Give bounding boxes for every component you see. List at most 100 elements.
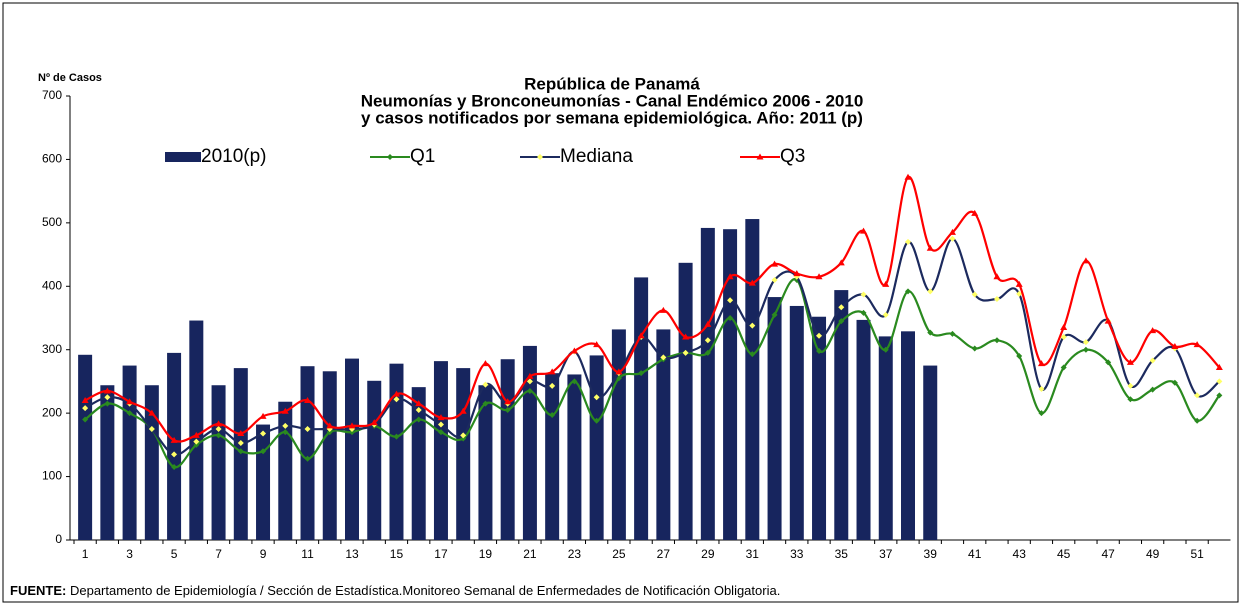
marker: [415, 416, 422, 423]
x-tick-label: 5: [171, 547, 178, 561]
marker: [927, 329, 934, 336]
marker: [193, 438, 200, 445]
bar: [656, 329, 671, 540]
x-tick-label: 19: [479, 547, 493, 561]
bar: [122, 365, 137, 540]
marker: [1149, 327, 1157, 334]
marker: [237, 429, 245, 436]
marker: [1082, 257, 1090, 264]
marker: [1194, 417, 1201, 424]
marker: [593, 417, 600, 424]
bar: [433, 361, 448, 540]
marker: [816, 332, 823, 339]
chart-title: y casos notificados por semana epidemiol…: [361, 108, 863, 127]
marker: [637, 332, 645, 339]
bar: [322, 371, 337, 540]
marker: [749, 351, 756, 358]
marker: [415, 400, 423, 407]
marker: [860, 291, 867, 298]
marker: [756, 153, 764, 160]
bar: [367, 380, 382, 540]
marker: [1215, 363, 1223, 370]
marker: [771, 311, 778, 318]
marker: [816, 347, 823, 354]
marker: [215, 420, 223, 427]
marker: [1171, 379, 1178, 386]
marker: [1149, 357, 1156, 364]
marker: [304, 455, 311, 462]
marker: [593, 341, 601, 348]
marker: [571, 378, 578, 385]
marker: [570, 347, 578, 354]
marker: [526, 372, 534, 379]
marker: [882, 311, 889, 318]
marker: [148, 409, 156, 416]
marker: [1038, 386, 1045, 393]
line: [84, 278, 1221, 469]
marker: [171, 451, 178, 458]
marker: [170, 436, 178, 443]
marker: [993, 295, 1000, 302]
marker: [504, 398, 512, 405]
marker: [282, 429, 289, 436]
x-tick-label: 27: [657, 547, 671, 561]
marker: [526, 387, 533, 394]
x-tick-label: 21: [523, 547, 537, 561]
marker: [481, 360, 489, 367]
marker: [838, 318, 845, 325]
marker: [126, 410, 133, 417]
bar: [834, 290, 849, 540]
marker: [1060, 334, 1067, 341]
marker: [682, 333, 690, 340]
x-tick-label: 33: [790, 547, 804, 561]
marker: [727, 297, 734, 304]
marker: [748, 279, 756, 286]
marker: [949, 235, 956, 242]
y-tick-label: 600: [42, 152, 62, 166]
marker: [326, 429, 333, 436]
marker: [927, 288, 934, 295]
bar: [456, 368, 471, 540]
marker: [82, 405, 89, 412]
marker: [1127, 396, 1134, 403]
marker: [993, 337, 1000, 344]
marker: [281, 407, 289, 414]
marker: [548, 368, 556, 375]
marker: [1037, 360, 1045, 367]
marker: [882, 280, 890, 287]
marker: [393, 396, 400, 403]
x-tick-label: 47: [1101, 547, 1115, 561]
marker: [549, 382, 556, 389]
y-axis-label: Nº de Casos: [38, 72, 102, 84]
y-tick-label: 300: [42, 342, 62, 356]
marker: [437, 421, 444, 428]
marker: [1126, 358, 1134, 365]
marker: [537, 154, 543, 160]
marker: [971, 209, 979, 216]
marker: [103, 387, 111, 394]
marker: [392, 390, 400, 397]
marker: [1193, 341, 1201, 348]
marker: [304, 396, 312, 403]
marker: [148, 426, 155, 432]
marker: [793, 270, 801, 277]
marker: [126, 398, 134, 405]
bar: [856, 319, 871, 540]
legend-label: 2010(p): [201, 146, 267, 167]
bar: [589, 355, 604, 540]
x-tick-label: 13: [345, 547, 359, 561]
legend-label: Q3: [780, 146, 805, 167]
marker: [215, 426, 222, 432]
marker: [704, 320, 712, 327]
marker: [1060, 364, 1067, 371]
x-tick-label: 43: [1013, 547, 1027, 561]
x-tick-label: 39: [924, 547, 938, 561]
y-tick-label: 100: [42, 469, 62, 483]
bar: [901, 331, 915, 540]
marker: [1038, 410, 1045, 417]
marker: [593, 394, 600, 401]
bar: [634, 277, 649, 540]
marker: [1105, 359, 1112, 366]
bar: [723, 229, 738, 540]
bar: [567, 374, 582, 540]
